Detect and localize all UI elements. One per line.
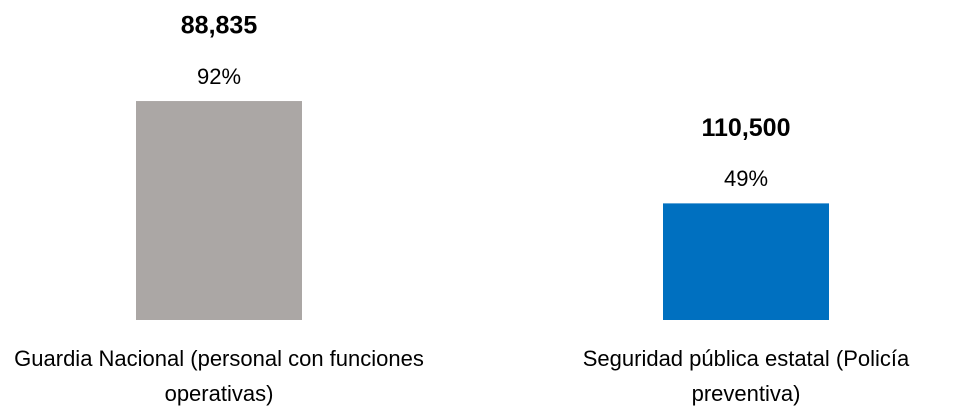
count-label: 110,500 (702, 114, 791, 142)
value-label: 92% (197, 64, 241, 89)
x-tick-label: Guardia Nacional (personal con funciones… (14, 346, 424, 406)
category-label-box: Seguridad pública estatal (Policía preve… (582, 346, 910, 406)
category-label-box: Guardia Nacional (personal con funciones… (14, 346, 424, 406)
bar (136, 101, 302, 320)
value-label: 49% (724, 166, 768, 191)
count-label: 88,835 (181, 12, 258, 40)
bar (663, 203, 829, 320)
x-tick-label: Seguridad pública estatal (Policía preve… (582, 346, 910, 406)
